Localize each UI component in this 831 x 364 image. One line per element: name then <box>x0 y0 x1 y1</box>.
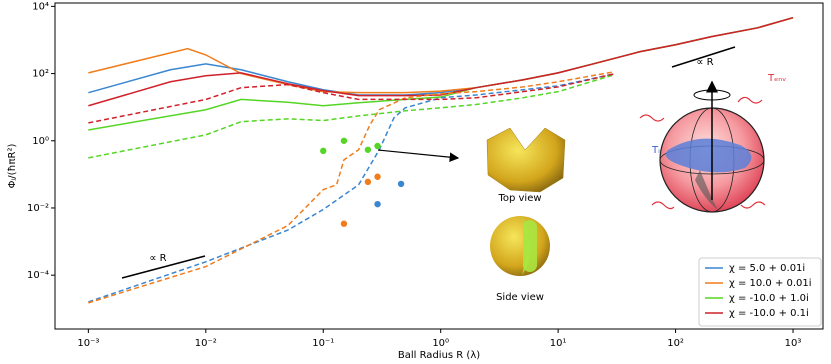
slope-guide <box>121 255 206 279</box>
annotation: Side view <box>496 292 544 303</box>
data-line <box>88 73 615 303</box>
scatter-point <box>374 142 381 150</box>
y-tick-label: 10⁴ <box>32 1 49 12</box>
rotation-arrow <box>693 89 731 101</box>
y-tick-label: 10⁻⁴ <box>27 270 49 281</box>
annotation: Top view <box>497 193 541 204</box>
scatter-point <box>364 178 372 186</box>
x-tick-label: 10⁰ <box>432 338 449 349</box>
legend-label: χ = 5.0 + 0.01i <box>729 263 805 274</box>
annotation: ∝ R <box>149 253 166 264</box>
annotation: Tₑₙᵥ <box>767 73 786 84</box>
annotation: Tᵢ <box>651 145 660 156</box>
side-view-band <box>523 220 537 272</box>
y-tick-label: 10² <box>32 69 49 80</box>
data-line <box>88 16 794 94</box>
axes-frame <box>54 2 824 330</box>
x-axis-label: Ball Radius R (λ) <box>398 350 480 361</box>
scatter-point <box>374 173 381 180</box>
scatter-point <box>340 220 348 227</box>
x-tick-label: 10³ <box>785 338 802 349</box>
y-tick-label: 10⁰ <box>32 136 49 147</box>
data-line <box>88 16 794 107</box>
data-line <box>88 16 794 131</box>
legend-box <box>698 257 822 327</box>
scatter-point <box>340 137 348 144</box>
plot-area: 10⁻³ 10⁻² 10⁻¹ 10⁰ 10¹ 10² 10³ 10⁻⁴ 10⁻² 10⁰ 10² 10… <box>27 1 824 349</box>
annotation: ∝ R <box>696 57 713 68</box>
sphere-band <box>665 138 752 173</box>
data-line <box>88 16 794 96</box>
scatter-point <box>374 200 381 208</box>
x-tick-label: 10⁻² <box>195 338 217 349</box>
scatter-point <box>364 146 372 153</box>
side-view-image <box>490 216 550 276</box>
legend-label: χ = 10.0 + 0.01i <box>729 278 812 289</box>
arrow <box>377 149 460 162</box>
x-tick-label: 10⁻³ <box>77 338 99 349</box>
data-line <box>88 74 615 159</box>
x-tick-label: 10⁻¹ <box>312 338 334 349</box>
data-line <box>88 73 615 124</box>
x-tick-label: 10¹ <box>550 338 567 349</box>
x-tick-label: 10² <box>667 338 684 349</box>
scatter-point <box>397 180 405 188</box>
data-line <box>88 71 615 304</box>
radiation-arrows <box>639 96 766 210</box>
legend-label: χ = -10.0 + 1.0i <box>729 293 809 304</box>
legend-label: χ = -10.0 + 0.1i <box>729 308 809 319</box>
y-axis-label: Φⱼ/(ħπR²) <box>7 144 18 189</box>
y-tick-label: 10⁻² <box>27 203 49 214</box>
top-view-image <box>486 127 566 193</box>
slope-guide <box>671 46 736 68</box>
scatter-point <box>320 147 327 155</box>
legend: χ = 5.0 + 0.01i χ = 10.0 + 0.01i χ = -10.0… <box>698 257 822 327</box>
